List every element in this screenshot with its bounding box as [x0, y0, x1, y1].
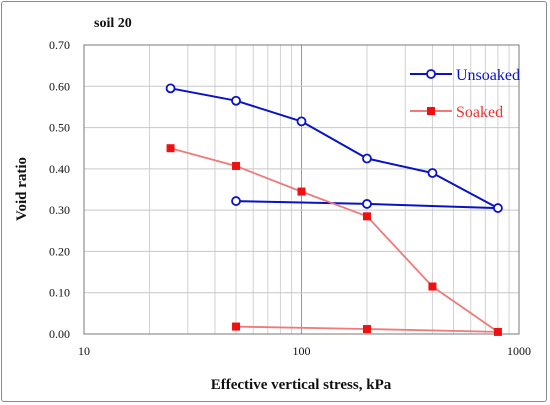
legend-marker-soaked — [427, 107, 435, 115]
chart-title: soil 20 — [94, 16, 132, 31]
y-tick-label: 0.50 — [49, 121, 70, 135]
data-point-soaked — [232, 322, 241, 331]
x-tick-label: 1000 — [507, 344, 531, 358]
series-line-soaked — [170, 147, 499, 333]
x-tick-labels: 10 100 1000 — [78, 344, 531, 358]
data-point-unsoaked — [362, 153, 372, 164]
data-point-soaked — [297, 187, 306, 196]
data-point-unsoaked — [165, 83, 176, 94]
data-point-soaked — [166, 144, 175, 153]
y-tick-label: 0.20 — [49, 244, 70, 258]
series-soaked — [166, 144, 502, 336]
series-unsoaked — [165, 83, 503, 213]
y-axis-label: Void ratio — [14, 157, 30, 221]
legend: Unsoaked Soaked — [410, 67, 520, 121]
y-tick-label: 0.70 — [49, 38, 70, 52]
y-tick-label: 0.40 — [49, 162, 70, 176]
x-axis-label: Effective vertical stress, kPa — [211, 377, 392, 393]
data-point-unsoaked — [362, 199, 372, 209]
data-point-soaked — [362, 212, 371, 221]
data-point-soaked — [232, 161, 241, 170]
y-tick-label: 0.60 — [49, 79, 70, 93]
data-point-unsoaked — [427, 168, 438, 178]
data-point-soaked — [428, 282, 437, 291]
legend-item-soaked: Soaked — [410, 104, 503, 121]
data-point-unsoaked — [493, 203, 503, 213]
data-point-unsoaked — [231, 95, 241, 106]
series — [165, 83, 503, 336]
y-tick-labels: 0.00 0.10 0.20 0.30 0.40 0.50 0.60 0.70 — [49, 38, 70, 341]
x-tick-label: 100 — [293, 344, 311, 358]
legend-label-unsoaked: Unsoaked — [456, 67, 520, 84]
series-line-unsoaked — [170, 87, 499, 210]
y-tick-label: 0.10 — [49, 286, 70, 300]
data-point-soaked — [362, 325, 371, 334]
plot-area-border — [83, 44, 520, 335]
y-tick-label: 0.00 — [49, 327, 70, 341]
legend-label-soaked: Soaked — [456, 104, 503, 121]
x-tick-label: 10 — [78, 344, 90, 358]
y-tick-label: 0.30 — [49, 203, 70, 217]
legend-item-unsoaked: Unsoaked — [410, 67, 520, 84]
data-point-soaked — [493, 327, 502, 336]
data-point-unsoaked — [231, 196, 241, 206]
data-point-unsoaked — [296, 116, 307, 127]
legend-marker-unsoaked — [426, 69, 436, 79]
